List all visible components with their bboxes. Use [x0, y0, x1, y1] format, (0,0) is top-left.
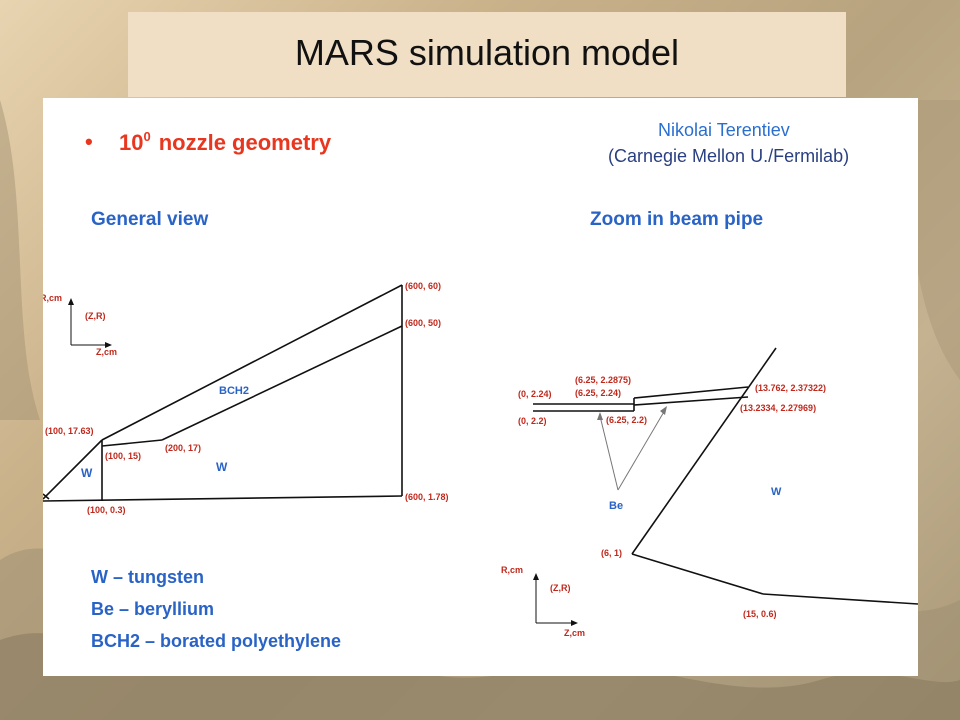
- be-pointer-lines: [599, 409, 666, 491]
- label-w-left: W: [81, 466, 93, 480]
- author-affiliation: (Carnegie Mellon U./Fermilab): [608, 146, 849, 166]
- zoom-axis-z-arrow: [571, 620, 578, 626]
- author-name: Nikolai Terentiev: [658, 120, 790, 140]
- label-100-15: (100, 15): [105, 451, 141, 461]
- bullet-text: 100 nozzle geometry: [119, 129, 332, 155]
- general-axes: [70, 303, 107, 346]
- legend-item-bch2: BCH2 – borated polyethylene: [91, 631, 341, 651]
- be-pointer-arrow-left: [597, 412, 603, 420]
- general-axis-r-arrow: [68, 298, 74, 305]
- zoom-axis-zr-label: (Z,R): [550, 583, 571, 593]
- label-600-60: (600, 60): [405, 281, 441, 291]
- label-600-1-78: (600, 1.78): [405, 492, 449, 502]
- label-6-25-2-24: (6.25, 2.24): [575, 388, 621, 398]
- zoom-axes: [535, 578, 573, 624]
- label-200-17: (200, 17): [165, 443, 201, 453]
- general-axis-z-arrow: [105, 342, 112, 348]
- zoom-axis-r-label: R,cm: [501, 565, 523, 575]
- label-100-17-63: (100, 17.63): [45, 426, 94, 436]
- label-bch2: BCH2: [219, 385, 249, 397]
- slide-title: MARS simulation model: [294, 32, 680, 73]
- label-100-0-3: (100, 0.3): [87, 505, 126, 515]
- label-13-762: (13.762, 2.37322): [755, 383, 826, 393]
- general-axis-r-label: R,cm: [43, 293, 62, 303]
- label-15-0-6: (15, 0.6): [743, 609, 777, 619]
- label-600-50: (600, 50): [405, 318, 441, 328]
- label-0-2-24: (0, 2.24): [518, 389, 552, 399]
- label-0-2-2: (0, 2.2): [518, 416, 547, 426]
- general-view-geometry: [42, 284, 403, 502]
- label-be: Be: [609, 500, 623, 512]
- bullet-dot: •: [85, 129, 93, 154]
- label-13-2334: (13.2334, 2.27969): [740, 403, 816, 413]
- label-6-25-2-2: (6.25, 2.2): [606, 415, 647, 425]
- label-w-zoom: W: [771, 486, 782, 498]
- zoom-view-geometry: [533, 347, 919, 605]
- general-axis-zr-label: (Z,R): [85, 311, 106, 321]
- content-panel: • 100 nozzle geometry Nikolai Terentiev (…: [40, 98, 919, 676]
- legend-item-tungsten: W – tungsten: [91, 567, 204, 587]
- zoom-view-heading: Zoom in beam pipe: [590, 209, 763, 230]
- general-axis-z-label: Z,cm: [96, 347, 117, 357]
- label-w-right: W: [216, 460, 228, 474]
- label-6-1: (6, 1): [601, 548, 622, 558]
- zoom-axis-z-label: Z,cm: [564, 628, 585, 638]
- be-pointer-arrow-right: [660, 406, 667, 415]
- title-banner: [128, 12, 846, 97]
- label-6-25-2-2875: (6.25, 2.2875): [575, 375, 631, 385]
- zoom-axis-r-arrow: [533, 573, 539, 580]
- general-view-heading: General view: [91, 209, 208, 230]
- legend-item-beryllium: Be – beryllium: [91, 599, 214, 619]
- nozzle-diagram: • 100 nozzle geometry Nikolai Terentiev (…: [40, 120, 919, 651]
